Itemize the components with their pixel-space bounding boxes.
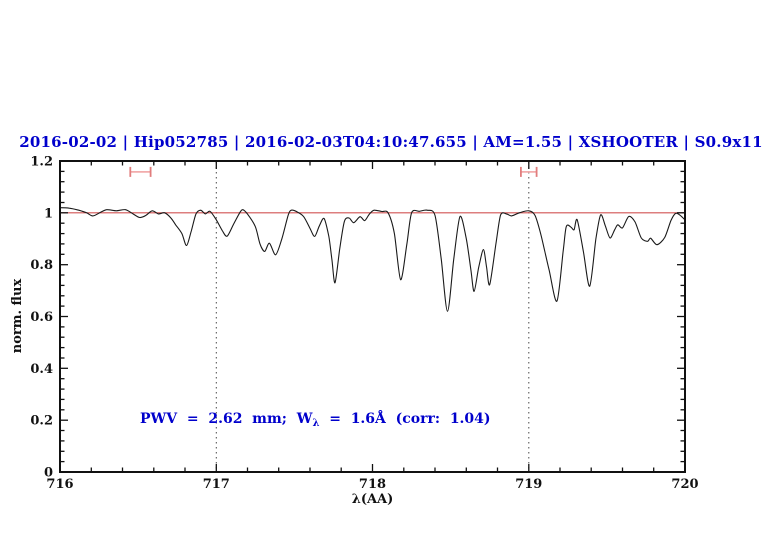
y-tick-label: 1	[44, 206, 53, 221]
y-tick-label: 0	[44, 466, 53, 481]
x-axis-label: λ(AA)	[351, 492, 394, 507]
y-axis-label: norm. flux	[10, 278, 25, 354]
x-tick-label: 718	[359, 477, 386, 492]
y-tick-label: 0.4	[30, 362, 53, 377]
spectrum-line	[59, 207, 686, 312]
x-tick-label: 720	[671, 477, 698, 492]
lambda-subscript: λ	[312, 418, 320, 429]
plot-title: 2016-02-02 | Hip052785 | 2016-02-03T04:1…	[19, 133, 763, 151]
y-tick-label: 0.8	[30, 258, 53, 273]
y-tick-label: 0.2	[30, 414, 53, 429]
pwv-annotation-suffix: = 1.6Å (corr: 1.04)	[319, 411, 491, 427]
pwv-annotation-prefix: PWV = 2.62 mm; W	[140, 411, 313, 427]
x-tick-label: 716	[46, 477, 73, 492]
pwv-annotation: PWV = 2.62 mm; Wλ = 1.6Å (corr: 1.04)	[140, 411, 491, 429]
y-tick-label: 0.6	[30, 310, 53, 325]
x-tick-label: 717	[203, 477, 230, 492]
y-tick-label: 1.2	[30, 155, 53, 170]
x-tick-label: 719	[515, 477, 542, 492]
